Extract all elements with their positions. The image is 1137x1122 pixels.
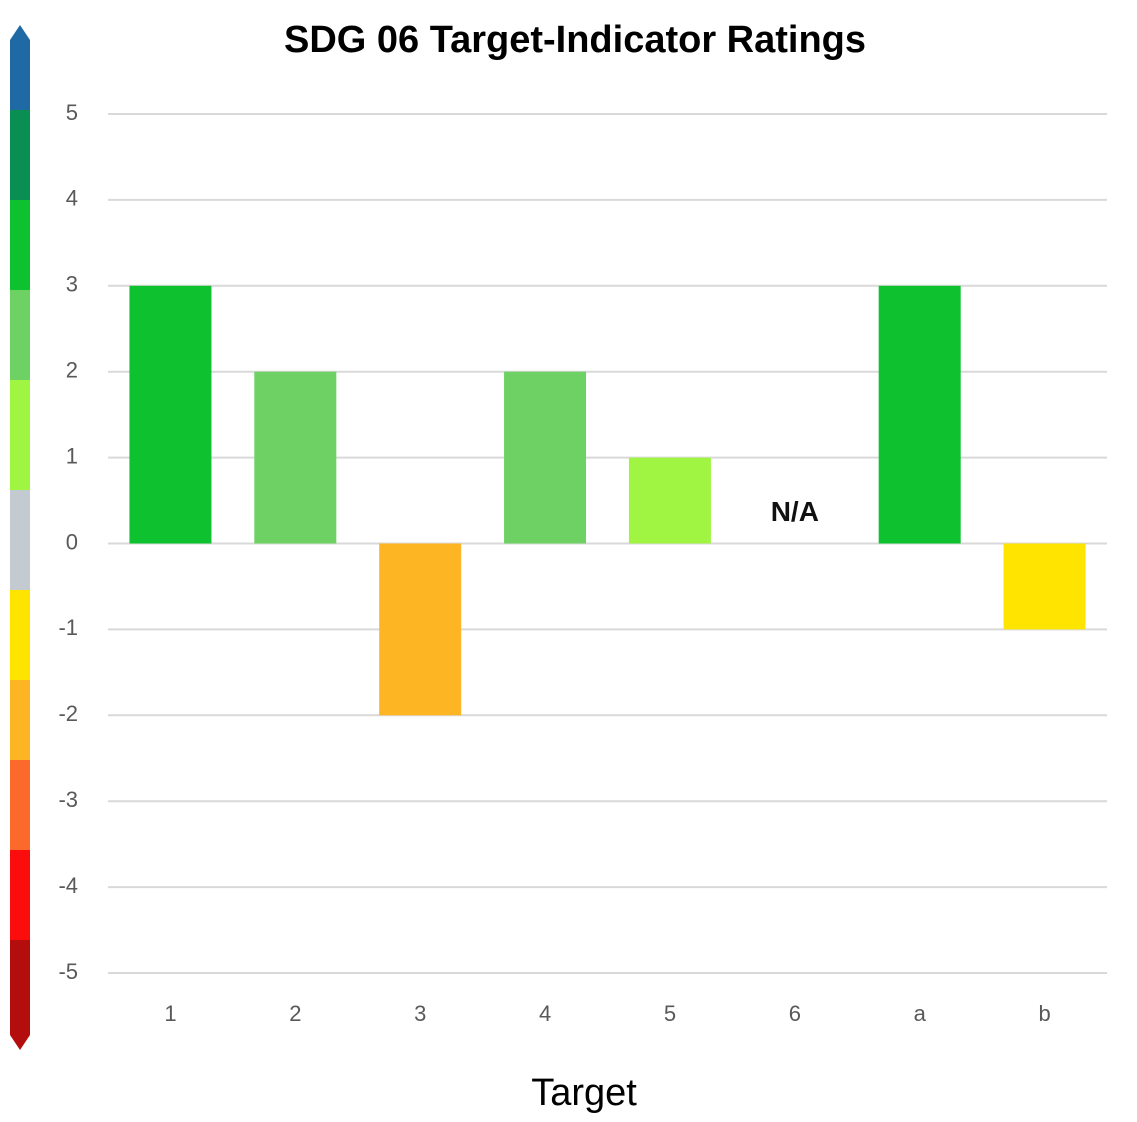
scale-segment xyxy=(10,490,30,590)
x-tick-label: 5 xyxy=(664,1001,676,1026)
y-tick-label: 4 xyxy=(66,186,78,211)
y-tick-label: 2 xyxy=(66,358,78,383)
scale-segment xyxy=(10,25,30,110)
x-tick-label: 1 xyxy=(164,1001,176,1026)
bar xyxy=(254,371,337,544)
scale-segment xyxy=(10,380,30,490)
bar xyxy=(129,285,212,544)
y-tick-label: 1 xyxy=(66,443,78,468)
bar xyxy=(379,543,462,716)
color-scale xyxy=(10,25,30,1050)
x-tick-label: b xyxy=(1038,1001,1050,1026)
chart-title: SDG 06 Target-Indicator Ratings xyxy=(284,19,866,61)
annotation: N/A xyxy=(771,496,819,527)
y-tick-label: -1 xyxy=(58,615,78,640)
y-tick-label: -3 xyxy=(58,787,78,812)
y-tick-label: -2 xyxy=(58,701,78,726)
scale-segment xyxy=(10,680,30,760)
bar xyxy=(878,285,961,544)
y-tick-label: 3 xyxy=(66,272,78,297)
bar xyxy=(628,457,711,544)
x-tick-label: 6 xyxy=(789,1001,801,1026)
x-axis-title: Target xyxy=(531,1072,637,1114)
y-tick-label: 0 xyxy=(66,529,78,554)
scale-segment xyxy=(10,760,30,850)
scale-segment xyxy=(10,200,30,290)
x-tick-label: 3 xyxy=(414,1001,426,1026)
y-tick-label: -4 xyxy=(58,873,78,898)
scale-segment xyxy=(10,940,30,1050)
y-tick-label: 5 xyxy=(66,100,78,125)
x-tick-label: 4 xyxy=(539,1001,551,1026)
bar xyxy=(1003,543,1086,630)
bar xyxy=(504,371,587,544)
y-tick-label: -5 xyxy=(58,959,78,984)
scale-segment xyxy=(10,590,30,680)
scale-segment xyxy=(10,110,30,200)
scale-segment xyxy=(10,850,30,940)
x-tick-label: a xyxy=(914,1001,927,1026)
scale-segment xyxy=(10,290,30,380)
x-tick-label: 2 xyxy=(289,1001,301,1026)
